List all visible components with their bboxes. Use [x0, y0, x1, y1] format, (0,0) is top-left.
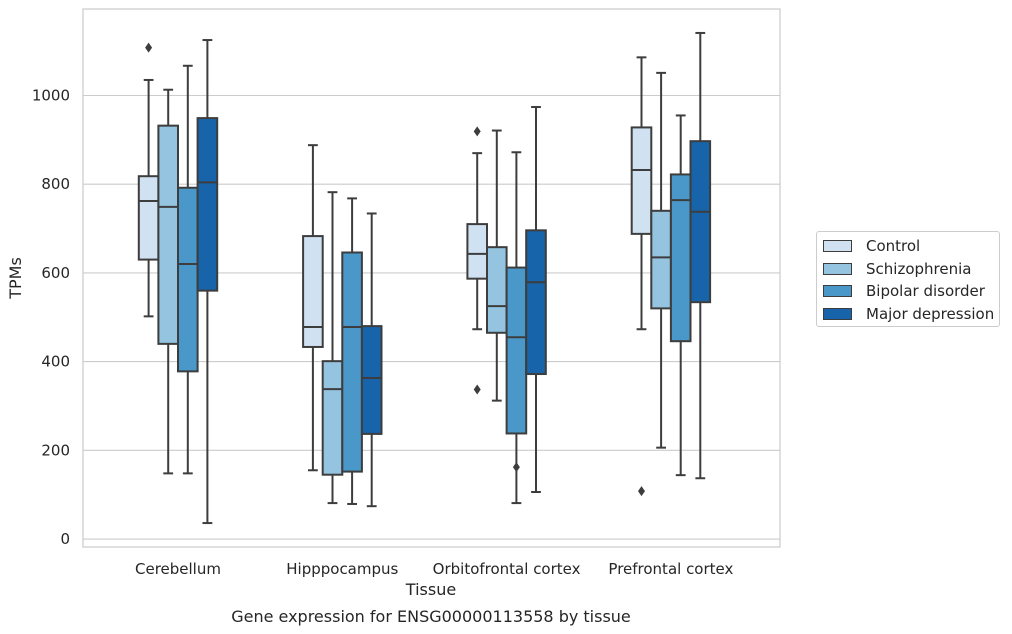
iqr-box — [486, 246, 508, 334]
legend-item: Major depression — [817, 303, 999, 326]
box-control — [137, 42, 160, 318]
legend-item: Control — [817, 235, 999, 258]
outlier-point — [473, 384, 481, 395]
y-tick-labels: 0 200 400 600 800 1000 — [32, 86, 70, 548]
legend-item: Bipolar disorder — [817, 280, 999, 303]
legend-label: Schizophrenia — [866, 259, 972, 278]
box-major-depression — [689, 31, 712, 480]
iqr-box — [196, 117, 219, 292]
legend-label: Major depression — [866, 304, 995, 323]
legend-swatch — [823, 285, 852, 298]
x-axis-label: Tissue — [405, 580, 456, 599]
legend-label: Control — [866, 237, 921, 256]
y-axis-label: TPMs — [6, 257, 25, 300]
x-tick-label: Cerebellum — [135, 560, 221, 578]
y-tick-label: 0 — [60, 530, 70, 548]
iqr-box — [177, 186, 199, 373]
iqr-box — [630, 126, 653, 235]
box-major-depression — [525, 106, 547, 494]
iqr-box — [505, 266, 528, 435]
y-tick-label: 400 — [41, 353, 70, 371]
legend: Control Schizophrenia Bipolar disorder Majo… — [816, 231, 1000, 327]
box-major-depression — [196, 39, 219, 525]
box-schizophrenia — [650, 71, 672, 449]
legend-swatch — [823, 262, 852, 275]
iqr-box — [689, 140, 712, 304]
x-tick-labels: Cerebellum Hipppocampus Orbitofrontal cort… — [135, 560, 733, 578]
iqr-box — [137, 175, 160, 261]
iqr-box — [157, 124, 179, 345]
plot-area-frame — [82, 8, 781, 548]
y-tick-label: 800 — [41, 175, 70, 193]
x-tick-label: Prefrontal cortex — [608, 560, 733, 578]
outlier-point — [512, 462, 520, 473]
box-major-depression — [360, 212, 383, 508]
iqr-box — [302, 235, 324, 348]
box-bipolar-disorder — [177, 64, 199, 475]
box-schizophrenia — [157, 88, 179, 475]
iqr-box — [321, 360, 344, 476]
x-tick-label: Hipppocampus — [286, 560, 398, 578]
outlier-point — [638, 486, 645, 497]
y-tick-label: 200 — [41, 441, 70, 459]
box-control — [466, 126, 488, 395]
box-control — [302, 144, 324, 472]
y-tick-label: 1000 — [32, 86, 70, 104]
box-schizophrenia — [321, 191, 344, 505]
legend-label: Bipolar disorder — [866, 282, 985, 301]
legend-item: Schizophrenia — [817, 258, 999, 281]
boxes — [137, 31, 712, 525]
iqr-box — [650, 209, 672, 310]
box-bipolar-disorder — [341, 197, 363, 505]
iqr-box — [525, 229, 547, 376]
iqr-box — [360, 325, 383, 435]
outlier-point — [145, 42, 153, 53]
box-schizophrenia — [486, 129, 508, 402]
y-tick-label: 600 — [41, 264, 70, 282]
outlier-point — [473, 126, 481, 137]
iqr-box — [466, 223, 488, 280]
legend-swatch — [823, 240, 852, 253]
legend-swatch — [823, 307, 852, 320]
box-control — [630, 56, 653, 497]
box-bipolar-disorder — [669, 114, 692, 477]
iqr-box — [341, 251, 363, 473]
chart-caption: Gene expression for ENSG00000113558 by t… — [231, 607, 631, 626]
x-tick-label: Orbitofrontal cortex — [433, 560, 581, 578]
